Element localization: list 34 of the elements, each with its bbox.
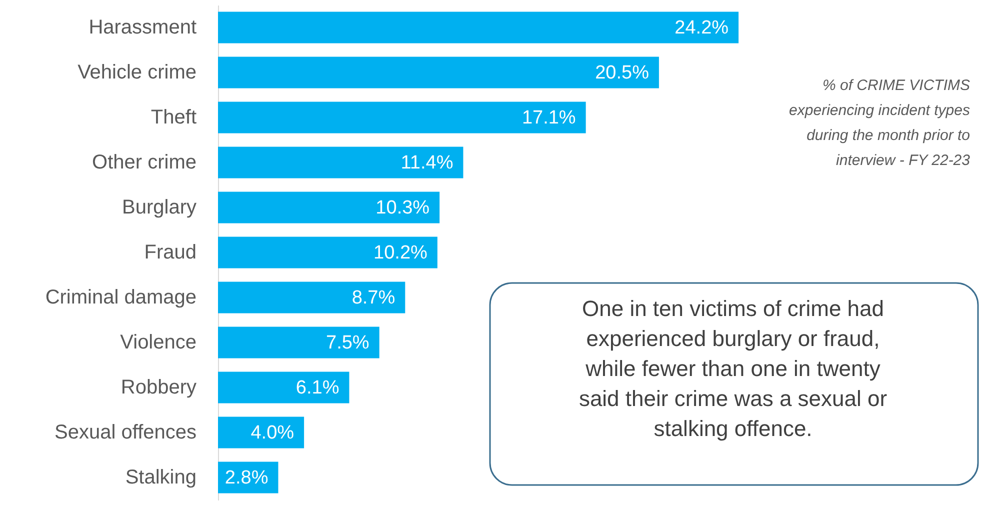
y-tick-label: Harassment <box>88 16 197 38</box>
y-tick-label: Burglary <box>122 196 196 218</box>
text: % of CRIME VICTIMS experiencing incident types during the month prior to interview - FY 22-23 <box>789 77 971 169</box>
data-label: 2.8% <box>224 468 268 488</box>
data-label: 6.1% <box>296 378 340 398</box>
data-label: 10.3% <box>376 198 430 218</box>
bar <box>218 56 659 88</box>
y-tick-label: Fraud <box>144 242 196 264</box>
y-tick-label: Sexual offences <box>54 422 196 444</box>
data-label: 20.5% <box>595 62 650 84</box>
y-tick-label: Violence <box>120 332 196 354</box>
y-tick-label: Stalking <box>125 466 196 488</box>
data-label: 7.5% <box>326 332 370 354</box>
y-tick-label: Vehicle crime <box>78 62 196 84</box>
bar <box>218 146 464 178</box>
bar <box>218 102 586 134</box>
bar <box>218 236 438 268</box>
data-label: 24.2% <box>674 18 729 38</box>
bar <box>218 326 380 358</box>
y-tick-label: Other crime <box>92 152 196 174</box>
bar <box>218 12 739 44</box>
bar <box>218 416 304 448</box>
bar <box>218 282 406 314</box>
data-label: 11.4% <box>400 152 454 174</box>
y-tick-label: Theft <box>150 106 197 128</box>
data-label: 17.1% <box>522 108 576 128</box>
bar <box>218 192 440 224</box>
bar <box>218 372 350 404</box>
data-label: 4.0% <box>250 422 294 444</box>
data-label: 8.7% <box>352 288 396 308</box>
y-tick-label: Criminal damage <box>45 286 196 308</box>
data-label: 10.2% <box>374 242 428 264</box>
annotation: One in ten victims of crime had experienced burglary or fraud, while fewer than one in twenty said their crime was a sexual or stalking offence. <box>578 296 888 441</box>
y-tick-label: Robbery <box>120 376 196 398</box>
